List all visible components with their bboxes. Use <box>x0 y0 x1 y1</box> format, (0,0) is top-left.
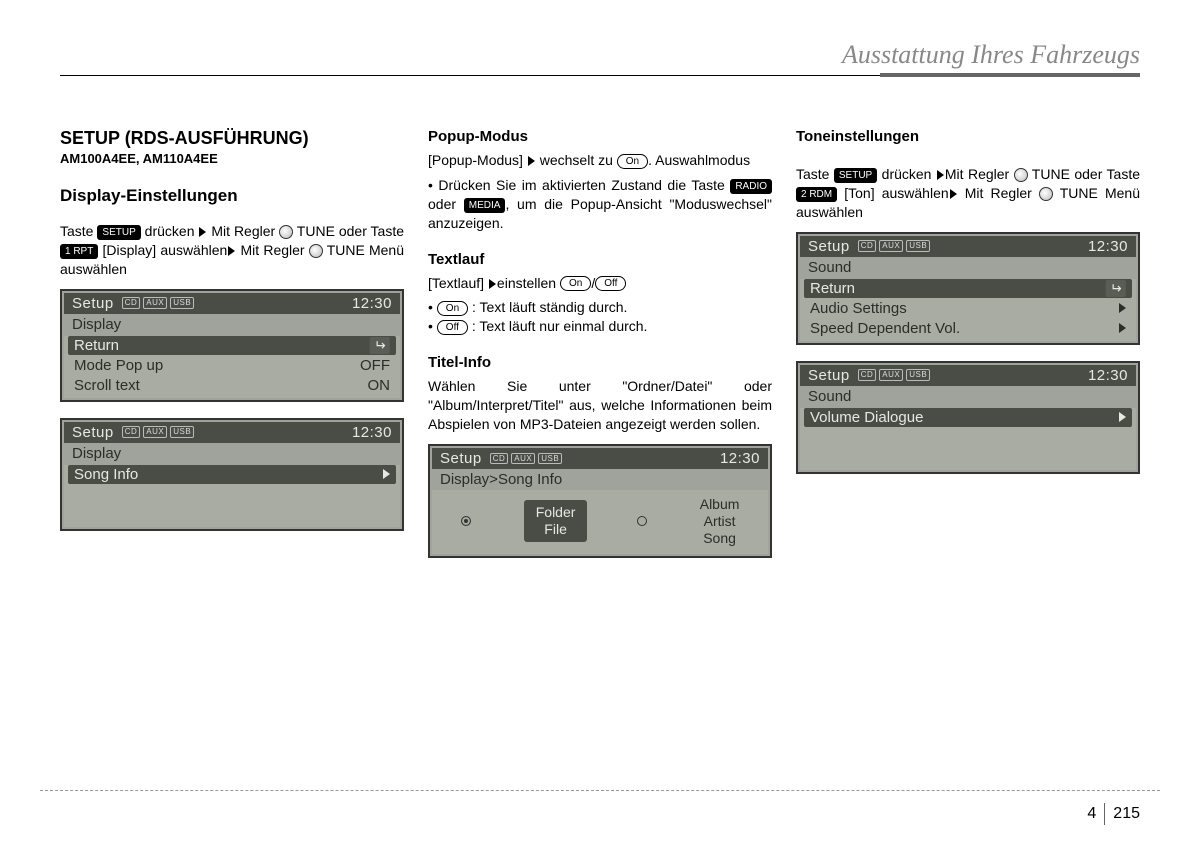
lcd-screen-sound-1: Setup CDAUXUSB 12:30 Sound Return Audio … <box>796 232 1140 345</box>
lcd-breadcrumb: Display>Song Info <box>432 469 768 490</box>
content-columns: SETUP (RDS-AUSFÜHRUNG) AM100A4EE, AM110A… <box>60 128 1140 574</box>
songinfo-option: AlbumArtistSong <box>700 496 740 546</box>
column-1: SETUP (RDS-AUSFÜHRUNG) AM100A4EE, AM110A… <box>60 128 404 574</box>
arrow-icon <box>383 469 390 479</box>
lcd-row: Volume Dialogue <box>804 408 1132 427</box>
tune-knob-icon <box>279 225 293 239</box>
lcd-row: Scroll textON <box>68 376 396 395</box>
tune-knob-icon <box>309 244 323 258</box>
radio-selected-icon <box>461 516 471 526</box>
bullet-item: • Drücken Sie im aktivierten Zustand die… <box>428 176 772 233</box>
body-text: [Popup-Modus] wechselt zu On. Auswahlmod… <box>428 151 772 170</box>
column-3: Toneinstellungen Taste SETUP drücken Mit… <box>796 128 1140 574</box>
lcd-breadcrumb: Sound <box>800 257 1136 278</box>
radio-button-label: RADIO <box>730 179 772 194</box>
arrow-icon <box>1119 323 1126 333</box>
lcd-row: Speed Dependent Vol. <box>804 319 1132 338</box>
lcd-songinfo-options: FolderFile AlbumArtistSong <box>432 490 768 554</box>
page-header: Ausstattung Ihres Fahrzeugs <box>60 40 1140 70</box>
return-icon <box>1106 280 1126 297</box>
subsection-heading: Titel-Info <box>428 354 772 371</box>
column-2: Popup-Modus [Popup-Modus] wechselt zu On… <box>428 128 772 574</box>
tune-knob-icon <box>1014 168 1028 182</box>
lcd-breadcrumb: Display <box>64 443 400 464</box>
arrow-icon <box>1119 303 1126 313</box>
lcd-titlebar: Setup CDAUXUSB 12:30 <box>432 448 768 469</box>
lcd-body: Volume Dialogue <box>800 408 1136 470</box>
arrow-icon <box>228 246 235 256</box>
subsection-heading: Textlauf <box>428 251 772 268</box>
lcd-titlebar: Setup CDAUXUSB 12:30 <box>64 422 400 443</box>
setup-button-label: SETUP <box>97 225 140 240</box>
subsection-heading: Display-Einstellungen <box>60 186 404 206</box>
lcd-row: Song Info <box>68 465 396 484</box>
lcd-titlebar: Setup CDAUXUSB 12:30 <box>800 365 1136 386</box>
lcd-body: Return Audio Settings Speed Dependent Vo… <box>800 279 1136 341</box>
lcd-body: Song Info <box>64 465 400 527</box>
media-button-label: MEDIA <box>464 198 506 213</box>
off-label: Off <box>437 320 468 335</box>
section-heading: SETUP (RDS-AUSFÜHRUNG) <box>60 128 404 149</box>
lcd-row: Audio Settings <box>804 299 1132 318</box>
arrow-icon <box>489 279 496 289</box>
lcd-row: Return <box>68 336 396 355</box>
lcd-titlebar: Setup CDAUXUSB 12:30 <box>800 236 1136 257</box>
instruction-text: Taste SETUP drücken Mit Regler TUNE oder… <box>60 222 404 279</box>
model-numbers: AM100A4EE, AM110A4EE <box>60 151 404 166</box>
lcd-row: Return <box>804 279 1132 298</box>
button-1rpt: 1 RPT <box>60 244 98 259</box>
lcd-screen-songinfo: Setup CDAUXUSB 12:30 Display>Song Info F… <box>428 444 772 558</box>
on-label: On <box>437 301 468 316</box>
lcd-row: Mode Pop upOFF <box>68 356 396 375</box>
body-text: Wählen Sie unter "Ordner/Datei" oder "Al… <box>428 377 772 434</box>
button-2rdm: 2 RDM <box>796 187 837 202</box>
lcd-screen-sound-2: Setup CDAUXUSB 12:30 Sound Volume Dialog… <box>796 361 1140 474</box>
radio-unselected-icon <box>637 516 647 526</box>
lcd-breadcrumb: Sound <box>800 386 1136 407</box>
chapter-title: Ausstattung Ihres Fahrzeugs <box>842 40 1140 70</box>
header-rule <box>60 74 1140 78</box>
page-number: 4 215 <box>1087 803 1140 825</box>
tune-knob-icon <box>1039 187 1053 201</box>
on-label: On <box>560 276 591 291</box>
lcd-breadcrumb: Display <box>64 314 400 335</box>
arrow-icon <box>199 227 206 237</box>
subsection-heading: Toneinstellungen <box>796 128 1140 145</box>
footer-rule <box>40 790 1160 791</box>
bullet-item: • On : Text läuft ständig durch. <box>428 298 772 317</box>
on-label: On <box>617 154 648 169</box>
setup-button-label: SETUP <box>834 168 877 183</box>
lcd-screen-display-2: Setup CDAUXUSB 12:30 Display Song Info <box>60 418 404 531</box>
body-text: [Textlauf] einstellen On/Off <box>428 274 772 293</box>
return-icon <box>370 337 390 354</box>
arrow-icon <box>528 156 535 166</box>
arrow-icon <box>1119 412 1126 422</box>
lcd-body: Return Mode Pop upOFF Scroll textON <box>64 336 400 398</box>
subsection-heading: Popup-Modus <box>428 128 772 145</box>
songinfo-option-selected: FolderFile <box>524 500 588 542</box>
arrow-icon <box>950 189 957 199</box>
instruction-text: Taste SETUP drücken Mit Regler TUNE oder… <box>796 165 1140 222</box>
off-label: Off <box>595 276 626 291</box>
lcd-screen-display-1: Setup CDAUXUSB 12:30 Display Return Mode… <box>60 289 404 402</box>
arrow-icon <box>937 170 944 180</box>
lcd-titlebar: Setup CDAUXUSB 12:30 <box>64 293 400 314</box>
bullet-item: • Off : Text läuft nur einmal durch. <box>428 317 772 336</box>
